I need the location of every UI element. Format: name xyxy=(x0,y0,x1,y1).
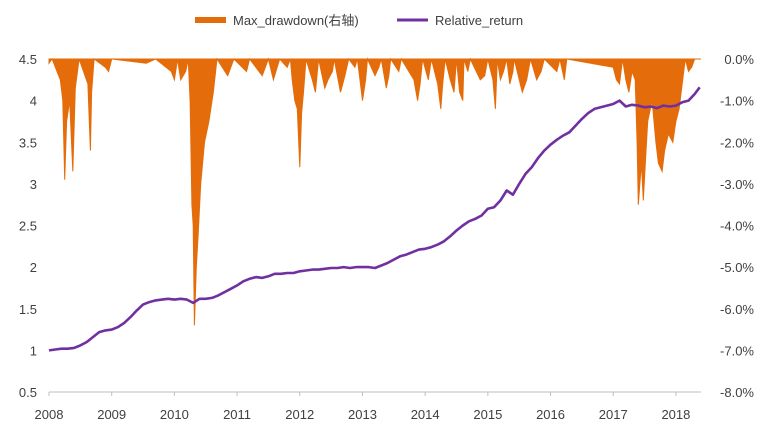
y-right-tick-label: -6.0% xyxy=(720,302,754,317)
x-tick-label: 2008 xyxy=(35,407,64,422)
y-left-tick-label: 4 xyxy=(30,94,37,109)
y-left-tick-label: 4.5 xyxy=(19,52,37,67)
axes: 2008 2009 2010 2011 2012 2013 2014 2015 2016 2017… xyxy=(19,52,755,422)
y-right-tick-label: -4.0% xyxy=(720,219,754,234)
x-tick-label: 2011 xyxy=(223,407,251,422)
y-right-tick-label: -7.0% xyxy=(720,343,754,358)
y-left-tick-label: 3 xyxy=(30,177,37,192)
y-right-tick-label: -3.0% xyxy=(720,177,754,192)
x-tick-label: 2017 xyxy=(599,407,628,422)
x-tick-label: 2009 xyxy=(97,407,126,422)
x-tick-label: 2016 xyxy=(536,407,565,422)
plot-area xyxy=(48,57,701,352)
y-right-tick-label: -8.0% xyxy=(720,385,754,400)
y-right-tick-label: -2.0% xyxy=(720,135,754,150)
x-tick-label: 2012 xyxy=(285,407,314,422)
y-right-tick-label: 0.0% xyxy=(724,52,754,67)
y-left-tick-label: 0.5 xyxy=(19,385,37,400)
y-right-tick-label: -5.0% xyxy=(720,260,754,275)
y-left-tick-label: 1.5 xyxy=(19,302,37,317)
legend-label-drawdown: Max_drawdown(右轴) xyxy=(233,13,359,28)
y-left-tick-label: 1 xyxy=(30,343,37,358)
series-drawdown-area xyxy=(48,57,701,326)
y-left-tick-label: 2.5 xyxy=(19,219,37,234)
y-left-tick-label: 3.5 xyxy=(19,135,37,150)
x-tick-label: 2015 xyxy=(473,407,502,422)
y-right-tick-label: -1.0% xyxy=(720,94,754,109)
y-left-tick-label: 2 xyxy=(30,260,37,275)
legend: Max_drawdown(右轴) Relative_return xyxy=(195,13,523,28)
x-tick-label: 2014 xyxy=(411,407,440,422)
x-tick-label: 2010 xyxy=(160,407,189,422)
series-relative-return-line xyxy=(48,86,701,352)
legend-label-relative-return: Relative_return xyxy=(435,13,523,28)
x-tick-label: 2013 xyxy=(348,407,377,422)
x-tick-label: 2018 xyxy=(661,407,690,422)
